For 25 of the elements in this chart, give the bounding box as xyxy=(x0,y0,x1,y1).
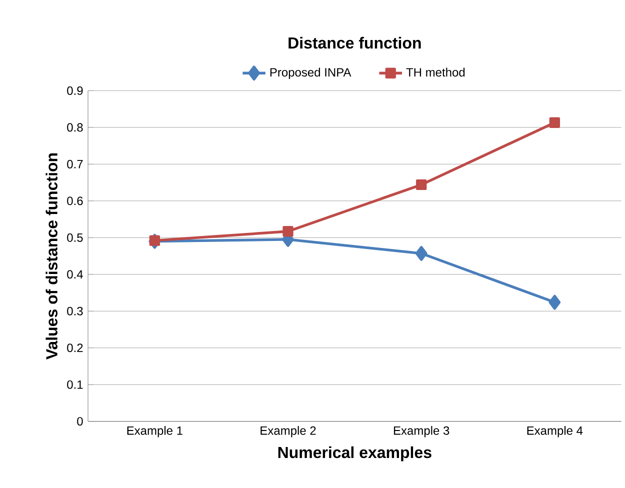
y-tick-label: 0.8 xyxy=(67,123,83,132)
y-tick-label: 0.3 xyxy=(67,306,83,316)
y-tick-label: 0.9 xyxy=(67,86,83,95)
x-tick-label: Example 2 xyxy=(260,426,316,438)
point xyxy=(416,179,427,190)
y-axis-title: Values of distance function xyxy=(46,153,58,360)
point xyxy=(549,117,560,128)
y-tick-label: 0.2 xyxy=(67,344,83,352)
legend-label: Proposed INPA xyxy=(270,68,352,79)
chart-title: Distance function xyxy=(288,36,421,49)
point xyxy=(282,226,294,237)
x-tick-label: Example 1 xyxy=(127,426,182,438)
y-tick-label: 0.5 xyxy=(67,233,83,242)
x-axis-title: Numerical examples xyxy=(278,446,432,462)
x-tick-label: Example 4 xyxy=(527,426,583,438)
point xyxy=(415,246,428,261)
point xyxy=(548,294,561,310)
y-tick-label: 0.7 xyxy=(67,160,83,168)
y-tick-label: 0 xyxy=(77,417,83,426)
legend-label: TH method xyxy=(406,68,465,77)
point xyxy=(149,235,160,246)
y-tick-label: 0.6 xyxy=(67,196,83,206)
x-tick-label: Example 3 xyxy=(394,426,450,438)
y-tick-label: 0.4 xyxy=(67,270,83,279)
y-tick-label: 0.1 xyxy=(67,380,83,389)
